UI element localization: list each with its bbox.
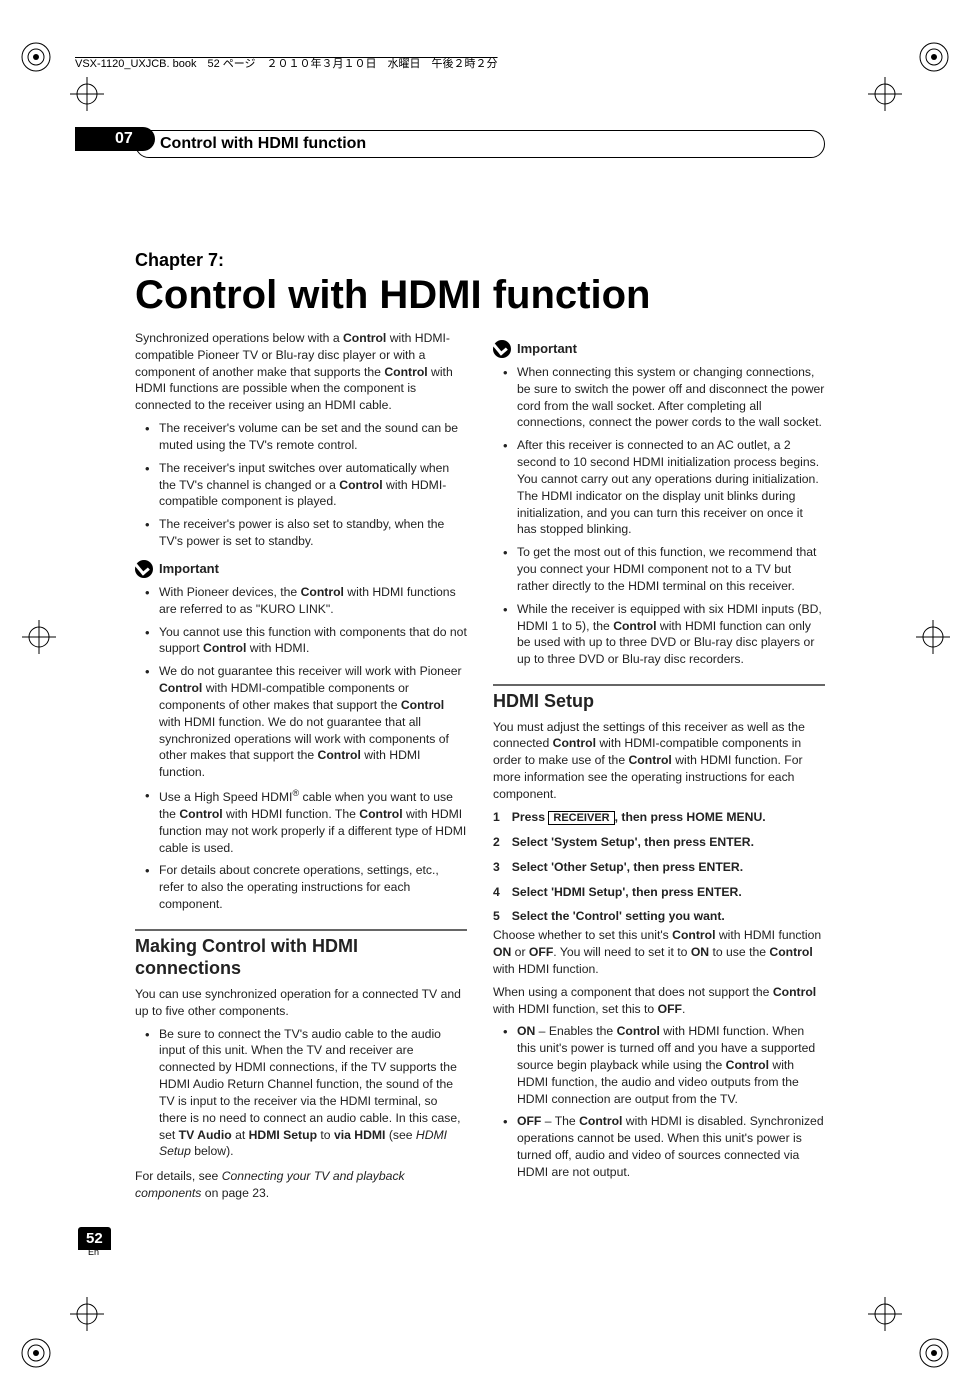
registration-mark-icon [914, 1333, 954, 1373]
important-heading: Important [493, 340, 825, 358]
step-item: 4Select 'HDMI Setup', then press ENTER. [493, 884, 825, 901]
registration-mark-icon [16, 37, 56, 77]
section-paragraph: You must adjust the settings of this rec… [493, 719, 825, 803]
crop-mark-icon [22, 620, 56, 654]
list-item: When connecting this system or changing … [507, 364, 825, 431]
important-heading: Important [135, 560, 467, 578]
registration-mark-icon [16, 1333, 56, 1373]
header-title: Control with HDMI function [136, 135, 366, 153]
list-item: We do not guarantee this receiver will w… [149, 663, 467, 781]
step-item: 2Select 'System Setup', then press ENTER… [493, 834, 825, 851]
step-item: 1Press RECEIVER, then press HOME MENU. [493, 809, 825, 826]
list-item: The receiver's power is also set to stan… [149, 516, 467, 550]
list-item: The receiver's input switches over autom… [149, 460, 467, 510]
important-icon [135, 560, 153, 578]
list-item: After this receiver is connected to an A… [507, 437, 825, 538]
list-item: Use a High Speed HDMI® cable when you wa… [149, 787, 467, 856]
crop-mark-icon [70, 77, 104, 111]
intro-bullets: The receiver's volume can be set and the… [135, 420, 467, 550]
list-item: The receiver's volume can be set and the… [149, 420, 467, 454]
registration-mark-icon [914, 37, 954, 77]
list-item: OFF – The Control with HDMI is disabled.… [507, 1113, 825, 1180]
header-title-wrap: Control with HDMI function [135, 130, 825, 158]
page-content: 07 Control with HDMI function Chapter 7:… [135, 130, 825, 1208]
important-label: Important [517, 340, 577, 358]
main-title: Control with HDMI function [135, 273, 825, 318]
crop-mark-icon [868, 77, 902, 111]
step-description: When using a component that does not sup… [493, 984, 825, 1018]
section-title-making: Making Control with HDMI connections [135, 935, 467, 980]
important-label: Important [159, 560, 219, 578]
list-item: Be sure to connect the TV's audio cable … [149, 1026, 467, 1161]
on-off-bullets: ON – Enables the Control with HDMI funct… [493, 1023, 825, 1180]
step-description: Choose whether to set this unit's Contro… [493, 927, 825, 977]
list-item: You cannot use this function with compon… [149, 624, 467, 658]
step-item: 5Select the 'Control' setting you want. [493, 908, 825, 925]
crop-mark-icon [868, 1297, 902, 1331]
page-language: En [88, 1247, 99, 1257]
list-item: With Pioneer devices, the Control with H… [149, 584, 467, 618]
list-item: ON – Enables the Control with HDMI funct… [507, 1023, 825, 1107]
file-meta: VSX-1120_UXJCB. book 52 ページ ２０１０年３月１０日 水… [75, 55, 498, 71]
section-bullets: Be sure to connect the TV's audio cable … [135, 1026, 467, 1161]
steps-list: 1Press RECEIVER, then press HOME MENU. 2… [493, 809, 825, 925]
list-item: For details about concrete operations, s… [149, 862, 467, 912]
left-column: Synchronized operations below with a Con… [135, 330, 467, 1208]
chapter-header: 07 Control with HDMI function [135, 130, 825, 158]
chapter-badge: 07 [75, 127, 155, 151]
important-icon [493, 340, 511, 358]
chapter-label: Chapter 7: [135, 250, 825, 271]
important-bullets: With Pioneer devices, the Control with H… [135, 584, 467, 913]
section-paragraph: You can use synchronized operation for a… [135, 986, 467, 1020]
important-bullets: When connecting this system or changing … [493, 364, 825, 668]
receiver-button-label: RECEIVER [548, 811, 614, 825]
list-item: To get the most out of this function, we… [507, 544, 825, 594]
crop-mark-icon [70, 1297, 104, 1331]
section-title-hdmi-setup: HDMI Setup [493, 690, 825, 713]
crop-mark-icon [916, 620, 950, 654]
cross-ref: For details, see Connecting your TV and … [135, 1168, 467, 1202]
intro-paragraph: Synchronized operations below with a Con… [135, 330, 467, 414]
step-item: 3Select 'Other Setup', then press ENTER. [493, 859, 825, 876]
list-item: While the receiver is equipped with six … [507, 601, 825, 668]
section-rule [493, 684, 825, 686]
section-rule [135, 929, 467, 931]
right-column: Important When connecting this system or… [493, 330, 825, 1208]
